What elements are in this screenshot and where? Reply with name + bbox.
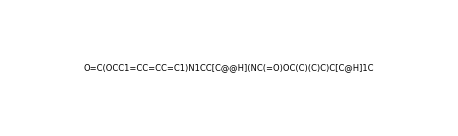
Text: O=C(OCC1=CC=CC=C1)N1CC[C@@H](NC(=O)OC(C)(C)C)C[C@H]1C: O=C(OCC1=CC=CC=C1)N1CC[C@@H](NC(=O)OC(C)…: [84, 64, 374, 72]
